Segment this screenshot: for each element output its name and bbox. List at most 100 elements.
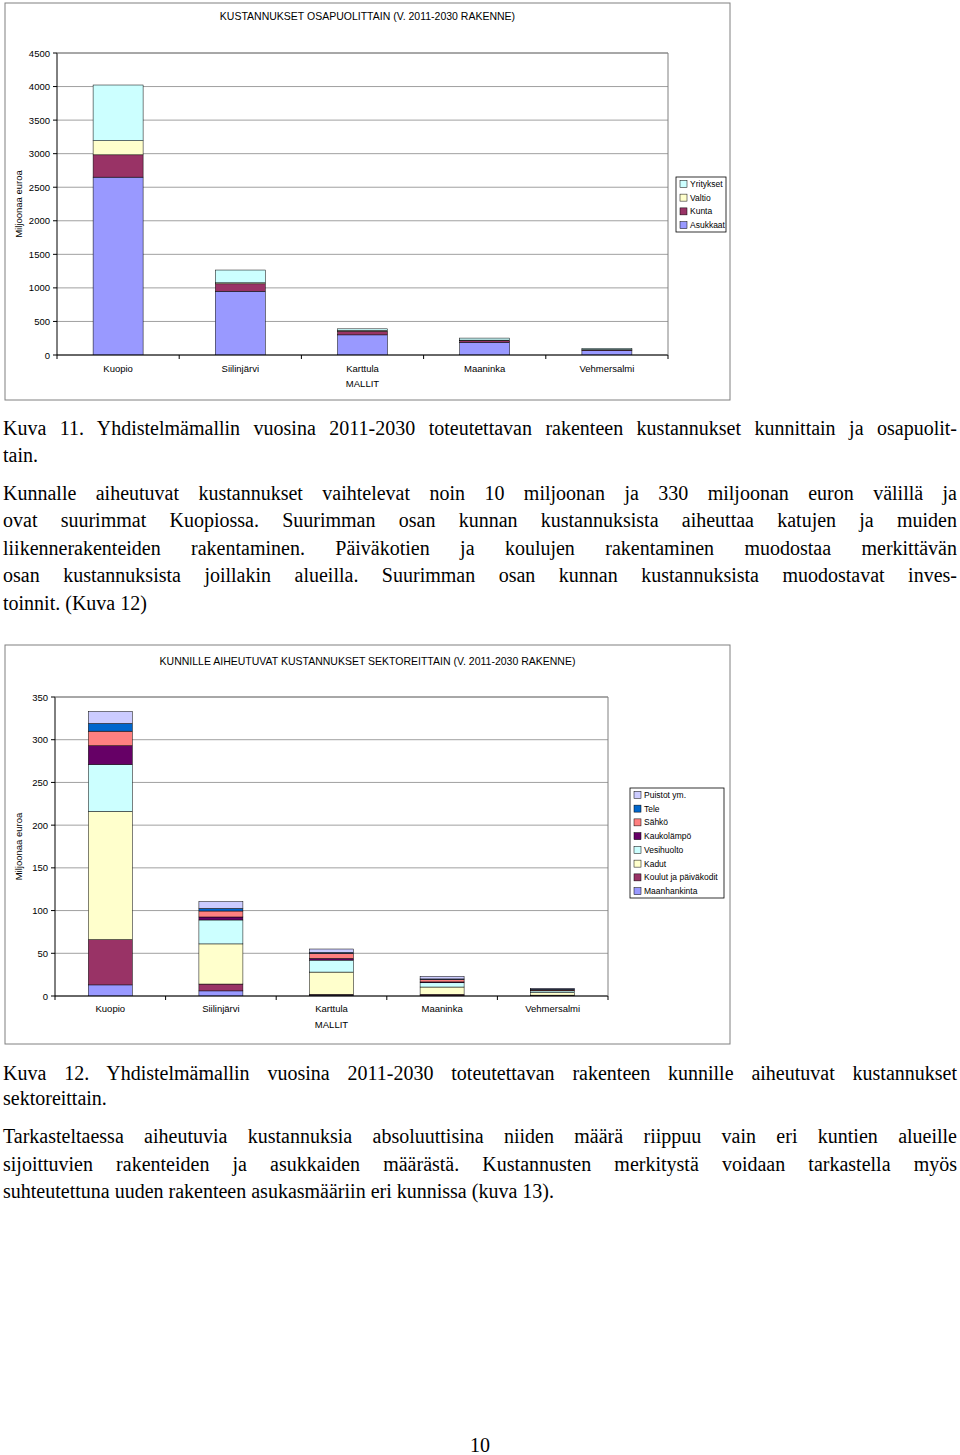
tick-label: 0 bbox=[43, 991, 48, 1002]
tick-label: 3000 bbox=[29, 148, 50, 159]
tick-mark bbox=[53, 53, 57, 54]
paragraph-line: ovat suurimmat Kuopiossa. Suurimman osan… bbox=[3, 508, 957, 532]
legend-label: Yritykset bbox=[690, 179, 723, 189]
bar-segment bbox=[531, 989, 575, 991]
tick-label: 50 bbox=[37, 948, 48, 959]
x-axis bbox=[57, 355, 668, 356]
tick-mark bbox=[51, 953, 55, 954]
chart-title: KUNNILLE AIHEUTUVAT KUSTANNUKSET SEKTORE… bbox=[160, 655, 576, 667]
category-tick bbox=[423, 355, 424, 359]
legend: Puistot ym.TeleSähköKaukolämpöVesihuolto… bbox=[630, 788, 724, 898]
page-number: 10 bbox=[430, 1433, 530, 1455]
bar-segment bbox=[215, 270, 265, 283]
tick-label: 4500 bbox=[29, 48, 50, 59]
tick-mark bbox=[53, 321, 57, 322]
caption-line: sektoreittain. bbox=[3, 1086, 957, 1110]
tick-label: 1000 bbox=[29, 282, 50, 293]
plot-border bbox=[57, 53, 668, 54]
bar-segment bbox=[93, 141, 143, 155]
plot-border bbox=[668, 53, 669, 355]
tick-mark bbox=[53, 220, 57, 221]
legend-swatch bbox=[634, 791, 641, 798]
legend-swatch bbox=[680, 194, 687, 201]
paragraph-line: sijoittuvien rakenteiden ja asukkaiden m… bbox=[3, 1152, 957, 1176]
bar-segment bbox=[88, 712, 132, 724]
legend-label: Kaukolämpö bbox=[644, 831, 692, 841]
tick-mark bbox=[53, 254, 57, 255]
legend-box bbox=[676, 177, 726, 232]
bar-segment bbox=[460, 342, 510, 355]
paragraph-line: Tarkasteltaessa aiheutuvia kustannuksia … bbox=[3, 1124, 957, 1148]
legend-label: Maanhankinta bbox=[644, 886, 698, 896]
category-tick bbox=[165, 996, 166, 1000]
grid-line bbox=[55, 697, 608, 698]
legend-swatch bbox=[634, 888, 641, 895]
page: {"chart_data": [ {"type": "bar", "stacke… bbox=[0, 0, 960, 1455]
bar-segment bbox=[531, 993, 575, 996]
legend-swatch bbox=[634, 819, 641, 826]
bar-segment bbox=[582, 351, 632, 355]
legend-swatch bbox=[634, 860, 641, 867]
tick-label: 2500 bbox=[29, 182, 50, 193]
legend: YrityksetValtioKuntaAsukkaat bbox=[676, 177, 726, 232]
legend-swatch bbox=[634, 805, 641, 812]
bar-segment bbox=[88, 746, 132, 765]
bar-segment bbox=[199, 991, 243, 996]
category-label: Maaninka bbox=[464, 363, 506, 374]
grid-line bbox=[57, 187, 668, 188]
bar-segment bbox=[420, 976, 464, 979]
paragraph-line: suhteutettuna uuden rakenteen asukasmäär… bbox=[3, 1179, 957, 1203]
y-axis-label: Miljoonaa euroa bbox=[13, 812, 24, 880]
bar-segment bbox=[199, 917, 243, 920]
grid-line bbox=[57, 86, 668, 87]
bar-segment bbox=[199, 908, 243, 911]
tick-label: 3500 bbox=[29, 115, 50, 126]
tick-label: 250 bbox=[32, 777, 48, 788]
bar-segment bbox=[310, 949, 354, 952]
grid-line bbox=[57, 254, 668, 255]
bar-segment bbox=[460, 341, 510, 342]
tick-mark bbox=[51, 782, 55, 783]
tick-mark bbox=[53, 287, 57, 288]
charts: KUSTANNUKSET OSAPUOLITTAIN (V. 2011-2030… bbox=[0, 0, 960, 1455]
tick-mark bbox=[53, 153, 57, 154]
category-tick bbox=[608, 996, 609, 1000]
legend-label: Kadut bbox=[644, 859, 667, 869]
category-label: Maaninka bbox=[421, 1003, 463, 1014]
category-tick bbox=[179, 355, 180, 359]
chart-frame bbox=[5, 645, 730, 1044]
bar-segment bbox=[215, 284, 265, 291]
chart: KUSTANNUKSET OSAPUOLITTAIN (V. 2011-2030… bbox=[5, 3, 730, 400]
bar-segment bbox=[338, 329, 388, 331]
grid-line bbox=[57, 220, 668, 221]
category-label: Siilinjärvi bbox=[202, 1003, 239, 1014]
bars bbox=[88, 712, 574, 996]
legend-swatch bbox=[634, 833, 641, 840]
bar-segment bbox=[420, 979, 464, 982]
legend-label: Sähkö bbox=[644, 817, 668, 827]
bar-segment bbox=[93, 155, 143, 177]
tick-label: 500 bbox=[34, 316, 50, 327]
bar-segment bbox=[215, 291, 265, 355]
y-axis bbox=[55, 697, 56, 996]
legend-swatch bbox=[680, 222, 687, 229]
grid-line bbox=[55, 867, 608, 868]
category-tick bbox=[545, 355, 546, 359]
bar-segment bbox=[338, 331, 388, 335]
caption-line: Kuva 12. Yhdistelmämallin vuosina 2011-2… bbox=[3, 1061, 957, 1085]
grid-line bbox=[57, 53, 668, 54]
grid-line bbox=[55, 910, 608, 911]
y-axis-label: Miljoonaa euroa bbox=[13, 169, 24, 237]
legend-label: Tele bbox=[644, 804, 660, 814]
tick-label: 1500 bbox=[29, 249, 50, 260]
bar-segment bbox=[531, 991, 575, 993]
bar-segment bbox=[310, 953, 354, 958]
bar-segment bbox=[310, 960, 354, 972]
plot-border bbox=[608, 697, 609, 996]
bars bbox=[93, 85, 632, 355]
category-tick bbox=[497, 996, 498, 1000]
category-tick bbox=[57, 355, 58, 359]
grid-line bbox=[55, 825, 608, 826]
legend-label: Kunta bbox=[690, 206, 712, 216]
x-axis-label: MALLIT bbox=[315, 1019, 348, 1030]
